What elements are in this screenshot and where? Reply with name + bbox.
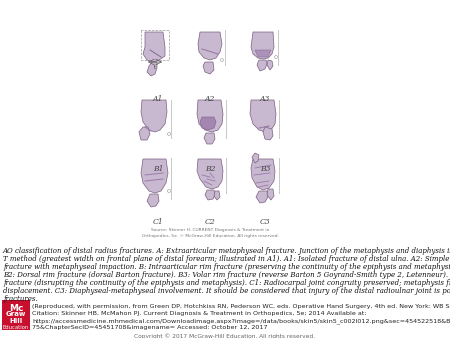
Text: 75&ChapterSecID=45451708&imagename= Accessed: October 12, 2017: 75&ChapterSecID=45451708&imagename= Acce… [32, 325, 267, 330]
Text: A2: A2 [205, 95, 215, 103]
Polygon shape [255, 50, 271, 57]
Text: C2: C2 [205, 218, 216, 226]
Text: A3: A3 [260, 95, 270, 103]
Text: Mc: Mc [9, 304, 23, 313]
Polygon shape [267, 189, 274, 200]
Circle shape [220, 58, 224, 62]
Polygon shape [141, 100, 167, 132]
Polygon shape [256, 191, 268, 203]
Polygon shape [147, 194, 159, 207]
Text: C1: C1 [153, 218, 163, 226]
Polygon shape [205, 190, 215, 200]
Text: Graw: Graw [6, 311, 26, 317]
Polygon shape [251, 32, 274, 59]
FancyBboxPatch shape [2, 300, 30, 330]
Polygon shape [197, 159, 223, 189]
Circle shape [167, 132, 171, 136]
Text: https://accessmedicine.mhmedical.com/Downloadimage.aspx?image=/data/books/skin5/: https://accessmedicine.mhmedical.com/Dow… [32, 318, 450, 324]
Polygon shape [251, 159, 275, 190]
Polygon shape [197, 100, 223, 132]
Text: B3: B3 [260, 165, 270, 173]
Text: Copyright © 2017 McGraw-Hill Education. All rights reserved.: Copyright © 2017 McGraw-Hill Education. … [135, 333, 315, 338]
Polygon shape [198, 32, 222, 60]
Text: Citation: Skinner HB, McMahon PJ. Current Diagnosis & Treatment in Orthopedics, : Citation: Skinner HB, McMahon PJ. Curren… [32, 311, 366, 316]
Text: fracture (disrupting the continuity of the epiphysis and metaphysis). C1: Radioc: fracture (disrupting the continuity of t… [3, 279, 450, 287]
Polygon shape [252, 153, 259, 163]
Polygon shape [257, 60, 267, 71]
Polygon shape [139, 127, 150, 140]
Polygon shape [141, 159, 168, 193]
Polygon shape [143, 32, 165, 62]
Circle shape [274, 55, 278, 58]
Text: displacement. C3: Diaphyseal-metaphyseal involvement. It should be considered th: displacement. C3: Diaphyseal-metaphyseal… [3, 287, 450, 295]
Text: B2: B2 [205, 165, 215, 173]
Text: fracture with metaphyseal impaction. B: Intraarticular rim fracture (preserving : fracture with metaphyseal impaction. B: … [3, 263, 450, 271]
Text: Orthopedics, 5e. © McGraw-Hill Education. All rights reserved.: Orthopedics, 5e. © McGraw-Hill Education… [141, 234, 279, 238]
Polygon shape [267, 60, 273, 70]
Text: B1: B1 [153, 165, 163, 173]
Polygon shape [250, 100, 276, 132]
Text: AO classification of distal radius fractures. A: Extraarticular metaphyseal frac: AO classification of distal radius fract… [3, 247, 450, 255]
Text: Education: Education [3, 325, 29, 330]
Text: Hill: Hill [9, 318, 22, 324]
Text: (Reproduced, with permission, from Green DP, Hotchkiss RN, Pederson WC, eds. Ope: (Reproduced, with permission, from Green… [32, 304, 450, 309]
Text: fractures.: fractures. [3, 295, 38, 303]
Polygon shape [263, 127, 273, 140]
Text: B2: Dorsal rim fracture (dorsal Barton fracture). B3: Volar rim fracture (revers: B2: Dorsal rim fracture (dorsal Barton f… [3, 271, 450, 279]
Polygon shape [203, 62, 214, 74]
Text: Source: Skinner H. CURRENT Diagnosis & Treatment in: Source: Skinner H. CURRENT Diagnosis & T… [151, 228, 269, 232]
Polygon shape [204, 133, 215, 144]
Text: C3: C3 [260, 218, 270, 226]
Polygon shape [147, 62, 157, 76]
Text: t: t [154, 65, 156, 70]
Polygon shape [200, 117, 216, 130]
Circle shape [167, 190, 171, 193]
Polygon shape [214, 191, 220, 200]
Text: T method (greatest width on frontal plane of distal forearm; illustrated in A1).: T method (greatest width on frontal plan… [3, 255, 450, 263]
Text: A1: A1 [153, 95, 163, 103]
